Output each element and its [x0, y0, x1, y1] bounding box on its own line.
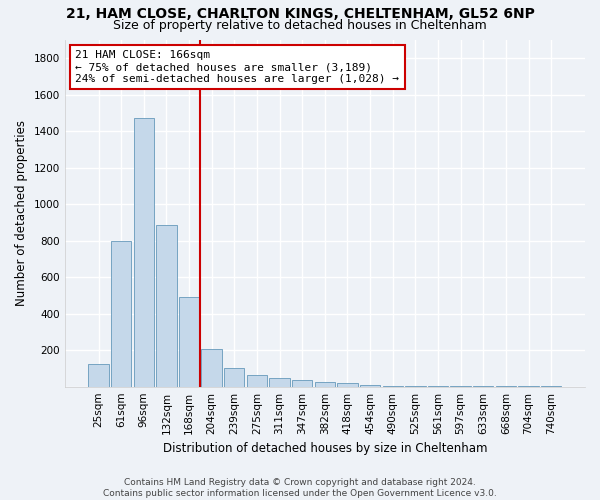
Bar — [202, 350, 222, 387]
Bar — [224, 368, 244, 386]
Bar — [314, 382, 335, 386]
Bar — [247, 375, 267, 386]
Bar — [111, 240, 131, 386]
Bar — [179, 298, 199, 386]
Y-axis label: Number of detached properties: Number of detached properties — [15, 120, 28, 306]
Text: 21 HAM CLOSE: 166sqm
← 75% of detached houses are smaller (3,189)
24% of semi-de: 21 HAM CLOSE: 166sqm ← 75% of detached h… — [75, 50, 399, 84]
Bar — [88, 364, 109, 386]
Text: Contains HM Land Registry data © Crown copyright and database right 2024.
Contai: Contains HM Land Registry data © Crown c… — [103, 478, 497, 498]
Text: 21, HAM CLOSE, CHARLTON KINGS, CHELTENHAM, GL52 6NP: 21, HAM CLOSE, CHARLTON KINGS, CHELTENHA… — [65, 8, 535, 22]
X-axis label: Distribution of detached houses by size in Cheltenham: Distribution of detached houses by size … — [163, 442, 487, 455]
Bar — [337, 383, 358, 386]
Bar — [156, 225, 176, 386]
Text: Size of property relative to detached houses in Cheltenham: Size of property relative to detached ho… — [113, 18, 487, 32]
Bar — [134, 118, 154, 386]
Bar — [269, 378, 290, 386]
Bar — [292, 380, 313, 386]
Bar — [360, 385, 380, 386]
